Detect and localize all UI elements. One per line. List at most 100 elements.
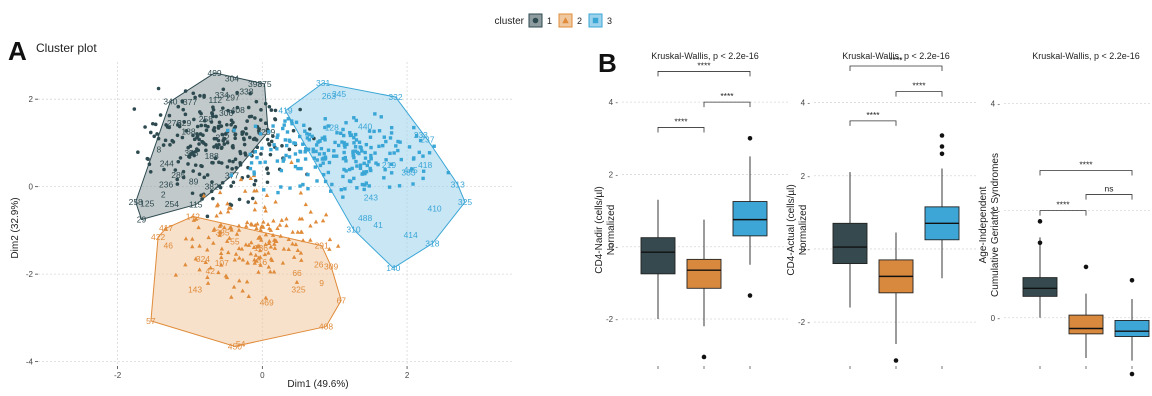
- significance-bracket: [1039, 210, 1087, 216]
- cluster-1-point-label: 188: [181, 127, 195, 137]
- cluster-3-point: [319, 146, 324, 151]
- cluster-3-point: [282, 123, 286, 127]
- cluster-3-point-label: 332: [388, 92, 402, 102]
- cluster-3-point: [281, 159, 285, 163]
- cluster-1-point: [266, 171, 270, 176]
- cluster-3-point-label: 440: [358, 121, 372, 131]
- cluster-2-point: [229, 294, 234, 299]
- cluster-3-point: [307, 132, 312, 137]
- cluster-2-point: [205, 247, 210, 252]
- cluster-1-point: [191, 133, 195, 138]
- cluster-1-point: [225, 165, 230, 169]
- cluster-3-point-label: 383: [401, 168, 415, 178]
- cluster-3-point: [341, 133, 346, 138]
- cluster-1-point-label: 272: [215, 133, 229, 143]
- cluster-2-point-label: 54: [236, 339, 246, 349]
- cluster-2-point: [214, 213, 219, 218]
- cluster-1-point: [136, 150, 140, 155]
- cluster-3-point: [343, 187, 347, 191]
- cluster-1-point: [152, 134, 157, 139]
- cluster-3-point-label: 410: [427, 204, 441, 214]
- cluster-1-point: [188, 144, 193, 149]
- cluster-1-point: [219, 161, 224, 165]
- cluster-3-point: [255, 155, 259, 160]
- cluster-2-point: [234, 231, 240, 236]
- cluster-2-point: [191, 217, 197, 222]
- cluster-1-point: [183, 89, 188, 93]
- cluster-1-point: [201, 133, 205, 138]
- cluster-2-point: [281, 246, 287, 251]
- cluster-1-point: [145, 156, 150, 161]
- cluster-3-point: [363, 156, 368, 160]
- cluster-1-point: [252, 182, 257, 187]
- y-tick-label: -4: [26, 358, 34, 367]
- cluster-1-point: [148, 169, 153, 174]
- cluster-1-point: [199, 111, 203, 116]
- cluster-1-point: [184, 129, 189, 133]
- cluster-3-point: [321, 172, 326, 177]
- cluster-2-point: [228, 205, 233, 210]
- cluster-2-point: [291, 254, 297, 259]
- cluster-2-point: [248, 251, 254, 256]
- cluster-1-point: [197, 172, 202, 177]
- cluster-1-point-label: 125: [140, 198, 154, 208]
- cluster-3-point: [342, 150, 346, 155]
- cluster-3-point: [287, 155, 292, 159]
- significance-label: ns: [1105, 184, 1114, 194]
- cluster-3-point: [407, 145, 412, 149]
- cluster-2-point: [252, 207, 257, 212]
- cluster-2-point: [227, 235, 232, 240]
- cluster-1-point: [234, 165, 239, 170]
- cluster-2-point: [303, 202, 308, 207]
- cluster-3-point: [315, 179, 319, 183]
- cluster-1-point: [153, 122, 158, 127]
- cluster-1-point-label: 334: [215, 90, 229, 100]
- cluster-2-point: [218, 251, 224, 256]
- cluster-1-point: [271, 134, 275, 138]
- cluster-1-point: [217, 142, 221, 147]
- cluster-3-point: [384, 139, 388, 144]
- cluster-1-point: [173, 168, 178, 172]
- cluster-3-point: [421, 154, 425, 158]
- cluster-2-point: [196, 225, 201, 230]
- cluster-2-point: [298, 190, 304, 195]
- cluster-3-point: [258, 160, 262, 165]
- cluster-2-point: [239, 246, 245, 251]
- cluster-3-point-label: 488: [358, 213, 372, 223]
- cluster-1-point-label: 115: [189, 200, 203, 210]
- boxplot-cd4-nadir-ylabel-1: CD4-Nadir (cells/µl): [594, 186, 605, 273]
- cluster-3-point: [351, 153, 356, 158]
- cluster-3-point: [289, 119, 294, 123]
- cluster-3-point: [376, 162, 380, 167]
- cluster-3-point: [283, 119, 287, 123]
- cluster-1-point: [163, 138, 168, 143]
- cluster-2-point: [290, 241, 295, 246]
- cluster-3-point: [389, 125, 394, 130]
- cluster-1-point: [216, 125, 221, 129]
- cluster-1-point: [265, 167, 269, 171]
- cluster-2-point: [253, 200, 258, 205]
- cluster-3-point: [294, 120, 299, 124]
- cluster-2-point: [208, 265, 213, 270]
- cluster-3-point: [339, 187, 343, 192]
- cluster-3-point: [263, 160, 267, 164]
- cluster-3-point: [315, 158, 319, 162]
- cluster-3-point: [303, 150, 307, 154]
- cluster-3-point: [312, 156, 317, 160]
- legend-marker-3: [592, 17, 599, 24]
- legend-label-2: 2: [577, 16, 582, 26]
- cluster-1-point: [205, 173, 210, 177]
- cluster-3-point-label: 318: [425, 239, 439, 249]
- cluster-2-point: [219, 255, 224, 260]
- cluster-1-point-label: 244: [160, 158, 174, 168]
- cluster-1-point: [230, 167, 234, 171]
- cluster-1-point: [175, 177, 180, 182]
- cluster-2-point: [258, 227, 263, 232]
- outlier-point: [1129, 371, 1135, 377]
- cluster-2-point: [277, 222, 283, 227]
- cluster-3-point: [394, 144, 398, 148]
- cluster-1-point: [246, 174, 250, 179]
- cluster-3-point: [363, 183, 367, 187]
- cluster-2-point: [295, 247, 301, 252]
- cluster-1-point: [217, 184, 222, 188]
